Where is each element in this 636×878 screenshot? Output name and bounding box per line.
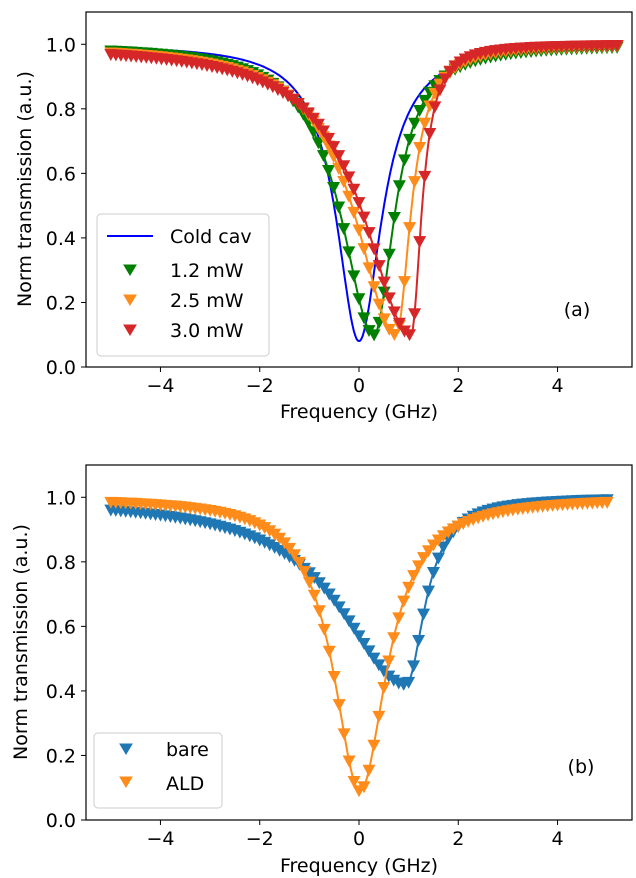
x-tick-label: −2 (246, 375, 274, 397)
x-ticks-b: −4 −2 0 2 4 (146, 820, 564, 850)
y-tick-label: 0.0 (46, 810, 76, 832)
series-ald (104, 496, 614, 798)
series-3-0-mw (104, 40, 624, 342)
y-axis-label-b: Norm transmission (a.u.) (10, 524, 32, 760)
x-tick-label: 0 (353, 828, 365, 850)
legend-b: bare ALD (93, 732, 223, 809)
panel-label-a: (a) (564, 299, 590, 321)
legend-label-2-5mw: 2.5 mW (170, 290, 244, 312)
plot-area-b (104, 494, 614, 798)
y-tick-label: 0.8 (46, 552, 76, 574)
x-tick-label: −4 (146, 828, 174, 850)
plot-area-a (104, 40, 624, 343)
legend-marker-2-5mw (123, 294, 137, 306)
legend-label-3-0mw: 3.0 mW (170, 320, 244, 342)
x-tick-label: 4 (551, 828, 563, 850)
y-tick-label: 0.6 (46, 163, 76, 185)
y-tick-label: 0.0 (46, 357, 76, 379)
y-axis-label-a: Norm transmission (a.u.) (14, 71, 36, 307)
x-tick-label: 4 (551, 375, 563, 397)
legend-label-cold-cav: Cold cav (170, 226, 252, 248)
legend-label-ald: ALD (166, 773, 204, 795)
chart-panel-b: −4 −2 0 2 4 0.0 0.2 0.4 0.6 0.8 1.0 Frequency (GH… (10, 464, 633, 877)
y-tick-label: 0.6 (46, 616, 76, 638)
y-ticks-b: 0.0 0.2 0.4 0.6 0.8 1.0 (46, 487, 86, 832)
y-tick-label: 0.2 (46, 745, 76, 767)
fit-line (110, 44, 618, 336)
y-tick-label: 0.4 (46, 228, 76, 250)
legend-label-bare: bare (166, 739, 209, 761)
legend-box-a (96, 213, 270, 357)
series-bare (104, 494, 614, 691)
y-tick-label: 0.2 (46, 292, 76, 314)
legend-marker-3-0mw (123, 324, 137, 336)
legend-marker-ald (119, 776, 133, 788)
y-ticks-a: 0.0 0.2 0.4 0.6 0.8 1.0 (46, 34, 86, 379)
panel-label-b: (b) (568, 756, 595, 778)
legend-marker-bare (119, 743, 133, 755)
legend-label-1-2mw: 1.2 mW (170, 260, 244, 282)
fit-line (110, 501, 608, 792)
y-tick-label: 1.0 (46, 34, 76, 56)
x-tick-label: −4 (146, 375, 174, 397)
x-tick-label: −2 (246, 828, 274, 850)
x-axis-label-a: Frequency (GHz) (280, 401, 438, 423)
x-tick-label: 2 (452, 375, 464, 397)
x-ticks-a: −4 −2 0 2 4 (146, 367, 564, 397)
chart-panel-a: −4 −2 0 2 4 0.0 0.2 0.4 0.6 0.8 1.0 Frequency (GH… (14, 11, 633, 423)
x-tick-label: 0 (353, 375, 365, 397)
y-tick-label: 0.4 (46, 681, 76, 703)
x-tick-label: 2 (452, 828, 464, 850)
y-tick-label: 1.0 (46, 487, 76, 509)
legend-marker-1-2mw (123, 264, 137, 276)
y-tick-label: 0.8 (46, 99, 76, 121)
fit-line (110, 498, 608, 686)
x-axis-label-b: Frequency (GHz) (280, 855, 438, 877)
legend-a: Cold cav 1.2 mW 2.5 mW 3.0 mW (96, 213, 270, 357)
